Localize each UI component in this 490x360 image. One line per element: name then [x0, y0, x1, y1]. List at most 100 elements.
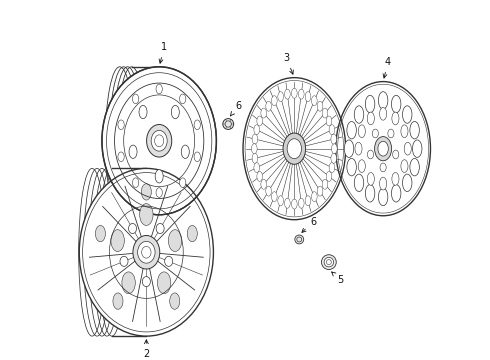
Ellipse shape [366, 95, 375, 113]
Ellipse shape [102, 67, 217, 215]
Circle shape [324, 257, 334, 267]
Ellipse shape [252, 153, 258, 163]
Ellipse shape [261, 108, 267, 118]
Ellipse shape [266, 186, 271, 196]
Ellipse shape [187, 225, 197, 242]
Ellipse shape [378, 92, 388, 109]
Ellipse shape [266, 101, 271, 111]
Ellipse shape [410, 121, 419, 139]
Ellipse shape [285, 198, 290, 208]
Circle shape [295, 235, 304, 244]
Ellipse shape [157, 272, 171, 294]
Ellipse shape [329, 163, 335, 172]
Ellipse shape [271, 96, 277, 106]
Ellipse shape [298, 198, 304, 208]
Ellipse shape [179, 94, 186, 104]
Ellipse shape [358, 125, 366, 138]
Ellipse shape [252, 134, 258, 144]
Ellipse shape [254, 163, 260, 172]
Ellipse shape [141, 184, 151, 200]
Ellipse shape [322, 108, 328, 118]
Ellipse shape [392, 185, 401, 202]
Ellipse shape [165, 256, 172, 266]
Ellipse shape [392, 112, 399, 125]
Ellipse shape [132, 94, 139, 104]
Ellipse shape [283, 133, 306, 164]
Text: 6: 6 [230, 101, 241, 116]
Ellipse shape [142, 276, 150, 287]
Text: 2: 2 [143, 340, 149, 359]
Ellipse shape [347, 158, 356, 176]
Ellipse shape [402, 106, 412, 123]
Ellipse shape [257, 116, 263, 126]
Ellipse shape [344, 140, 354, 157]
Ellipse shape [156, 188, 162, 197]
Ellipse shape [278, 196, 283, 206]
Ellipse shape [366, 185, 375, 202]
Ellipse shape [169, 230, 182, 252]
Ellipse shape [392, 172, 399, 185]
Ellipse shape [378, 141, 388, 156]
Ellipse shape [374, 136, 392, 161]
Ellipse shape [312, 192, 317, 202]
Text: 1: 1 [159, 42, 167, 63]
Ellipse shape [392, 150, 399, 159]
Ellipse shape [132, 178, 139, 188]
Ellipse shape [122, 272, 135, 294]
Ellipse shape [156, 224, 164, 234]
Ellipse shape [79, 168, 214, 336]
Ellipse shape [402, 174, 412, 192]
Ellipse shape [118, 120, 124, 130]
Ellipse shape [354, 106, 364, 123]
Ellipse shape [305, 196, 311, 206]
Text: 4: 4 [383, 57, 391, 78]
Ellipse shape [113, 293, 123, 309]
Ellipse shape [155, 170, 163, 183]
Ellipse shape [317, 186, 323, 196]
Ellipse shape [181, 145, 189, 158]
Ellipse shape [287, 139, 301, 159]
Ellipse shape [388, 129, 394, 138]
Ellipse shape [96, 225, 105, 242]
Text: 6: 6 [302, 217, 316, 233]
Ellipse shape [194, 120, 200, 130]
Ellipse shape [133, 235, 160, 269]
Ellipse shape [331, 153, 337, 163]
Ellipse shape [251, 144, 257, 154]
Ellipse shape [271, 192, 277, 202]
Ellipse shape [331, 134, 337, 144]
Ellipse shape [254, 125, 260, 135]
Ellipse shape [317, 101, 323, 111]
Ellipse shape [128, 224, 137, 234]
Ellipse shape [410, 158, 419, 176]
Ellipse shape [332, 144, 337, 154]
Text: 5: 5 [332, 272, 344, 285]
Ellipse shape [285, 89, 290, 99]
Ellipse shape [292, 199, 297, 209]
Ellipse shape [278, 92, 283, 102]
Circle shape [321, 255, 336, 270]
Ellipse shape [329, 125, 335, 135]
Ellipse shape [380, 177, 387, 190]
Ellipse shape [111, 230, 124, 252]
Ellipse shape [322, 179, 328, 189]
Ellipse shape [261, 179, 267, 189]
Ellipse shape [367, 112, 374, 125]
Ellipse shape [368, 150, 373, 159]
Ellipse shape [138, 241, 155, 263]
Ellipse shape [292, 88, 297, 98]
Ellipse shape [413, 140, 422, 157]
Ellipse shape [170, 293, 180, 309]
Ellipse shape [129, 145, 137, 158]
Ellipse shape [358, 160, 366, 172]
Ellipse shape [140, 204, 153, 225]
Ellipse shape [139, 105, 147, 119]
Ellipse shape [312, 96, 317, 106]
Ellipse shape [355, 142, 362, 155]
Ellipse shape [194, 152, 200, 162]
Text: 3: 3 [283, 53, 294, 74]
Ellipse shape [120, 256, 128, 266]
Ellipse shape [147, 125, 172, 157]
Ellipse shape [298, 89, 304, 99]
Ellipse shape [305, 92, 311, 102]
